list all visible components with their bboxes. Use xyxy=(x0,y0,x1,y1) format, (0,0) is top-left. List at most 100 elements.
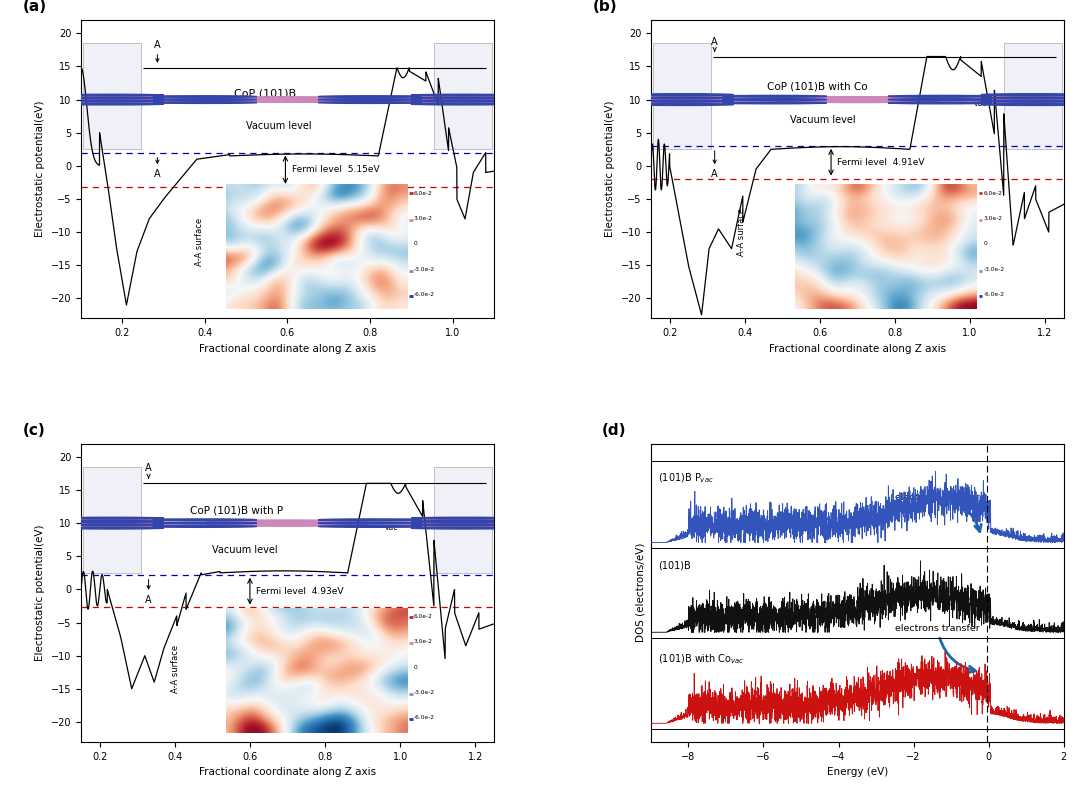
Circle shape xyxy=(411,97,515,99)
Circle shape xyxy=(630,100,733,102)
X-axis label: Fractional coordinate along Z axis: Fractional coordinate along Z axis xyxy=(199,343,376,354)
Text: 3.0e-2: 3.0e-2 xyxy=(414,216,432,221)
Text: (c): (c) xyxy=(23,423,46,438)
Circle shape xyxy=(611,95,753,98)
Circle shape xyxy=(630,94,733,95)
Text: A: A xyxy=(712,37,718,47)
Circle shape xyxy=(227,520,368,523)
Y-axis label: Electrostatic potential(eV): Electrostatic potential(eV) xyxy=(36,101,45,237)
Circle shape xyxy=(504,525,608,528)
Circle shape xyxy=(504,102,608,103)
Circle shape xyxy=(962,95,1080,98)
Circle shape xyxy=(411,103,515,105)
Circle shape xyxy=(0,99,71,100)
Text: electrons transfer: electrons transfer xyxy=(895,493,982,532)
X-axis label: Fractional coordinate along Z axis: Fractional coordinate along Z axis xyxy=(769,343,946,354)
Text: Fermi level  4.93eV: Fermi level 4.93eV xyxy=(256,586,343,596)
Circle shape xyxy=(1074,99,1080,100)
Circle shape xyxy=(59,103,164,105)
Circle shape xyxy=(611,99,753,101)
Circle shape xyxy=(41,522,183,525)
Circle shape xyxy=(777,97,918,99)
Circle shape xyxy=(392,95,534,98)
Circle shape xyxy=(0,95,71,97)
Text: (b): (b) xyxy=(593,0,618,14)
Circle shape xyxy=(318,99,422,100)
Text: A-A surface: A-A surface xyxy=(738,208,746,256)
Text: A-A surface: A-A surface xyxy=(171,645,180,693)
Circle shape xyxy=(411,95,515,96)
Text: (d): (d) xyxy=(602,423,625,438)
Circle shape xyxy=(537,102,640,103)
Circle shape xyxy=(206,100,348,102)
Circle shape xyxy=(797,100,939,103)
Circle shape xyxy=(0,525,71,528)
Bar xyxy=(434,467,492,573)
Circle shape xyxy=(59,97,164,99)
Text: 6.0e-2: 6.0e-2 xyxy=(983,191,1002,196)
Text: -3.0e-2: -3.0e-2 xyxy=(983,266,1004,272)
Circle shape xyxy=(578,100,719,102)
Circle shape xyxy=(578,524,719,526)
Circle shape xyxy=(411,527,515,529)
Text: CoP (101)B with Co: CoP (101)B with Co xyxy=(767,82,868,91)
Text: CoP (101)B: CoP (101)B xyxy=(233,88,296,99)
Y-axis label: DOS (electrons/eV): DOS (electrons/eV) xyxy=(635,543,646,642)
X-axis label: Energy (eV): Energy (eV) xyxy=(826,768,888,777)
Circle shape xyxy=(41,99,183,101)
Circle shape xyxy=(206,520,348,523)
Circle shape xyxy=(152,522,257,524)
Circle shape xyxy=(41,519,183,521)
Y-axis label: Electrostatic potential(eV): Electrostatic potential(eV) xyxy=(605,101,616,237)
Text: -3.0e-2: -3.0e-2 xyxy=(414,266,434,272)
Circle shape xyxy=(723,102,826,103)
Circle shape xyxy=(630,103,733,105)
Circle shape xyxy=(962,99,1080,101)
Bar xyxy=(83,467,140,573)
Text: 0: 0 xyxy=(414,241,417,246)
Circle shape xyxy=(981,97,1080,99)
Circle shape xyxy=(723,99,826,100)
Text: vac: vac xyxy=(386,523,399,532)
Bar xyxy=(1004,43,1062,149)
Circle shape xyxy=(411,517,515,519)
Circle shape xyxy=(59,95,164,96)
Bar xyxy=(652,43,711,149)
Bar xyxy=(83,43,140,149)
Text: A: A xyxy=(712,169,718,179)
Circle shape xyxy=(318,95,422,97)
Circle shape xyxy=(1074,95,1080,97)
Text: A-A surface: A-A surface xyxy=(194,218,203,266)
Text: Fermi level  4.91eV: Fermi level 4.91eV xyxy=(837,158,924,167)
Text: -6.0e-2: -6.0e-2 xyxy=(414,292,434,297)
Circle shape xyxy=(411,100,515,102)
Text: (101)B: (101)B xyxy=(659,561,691,571)
Text: 6.0e-2: 6.0e-2 xyxy=(414,191,432,196)
Circle shape xyxy=(59,100,164,102)
Circle shape xyxy=(0,519,71,520)
Circle shape xyxy=(41,101,183,103)
Circle shape xyxy=(41,525,183,528)
Circle shape xyxy=(426,97,567,99)
Circle shape xyxy=(0,102,71,103)
Circle shape xyxy=(981,100,1080,102)
Text: -3.0e-2: -3.0e-2 xyxy=(414,691,434,695)
Text: CoP (101)B with P: CoP (101)B with P xyxy=(190,505,283,515)
Text: -6.0e-2: -6.0e-2 xyxy=(983,292,1004,297)
Text: -6.0e-2: -6.0e-2 xyxy=(414,715,434,720)
Circle shape xyxy=(723,95,826,97)
Text: Fermi level  5.15eV: Fermi level 5.15eV xyxy=(292,165,379,174)
Text: (101)B P$_{vac}$: (101)B P$_{vac}$ xyxy=(659,472,714,484)
Circle shape xyxy=(981,103,1080,105)
Circle shape xyxy=(152,519,257,520)
Circle shape xyxy=(630,97,733,99)
Circle shape xyxy=(392,99,534,101)
Text: 0: 0 xyxy=(414,665,417,670)
Circle shape xyxy=(1074,102,1080,103)
Circle shape xyxy=(611,102,753,104)
Circle shape xyxy=(153,99,257,100)
Bar xyxy=(434,43,491,149)
Text: (a): (a) xyxy=(23,0,48,14)
Circle shape xyxy=(318,102,422,103)
Circle shape xyxy=(537,99,640,100)
